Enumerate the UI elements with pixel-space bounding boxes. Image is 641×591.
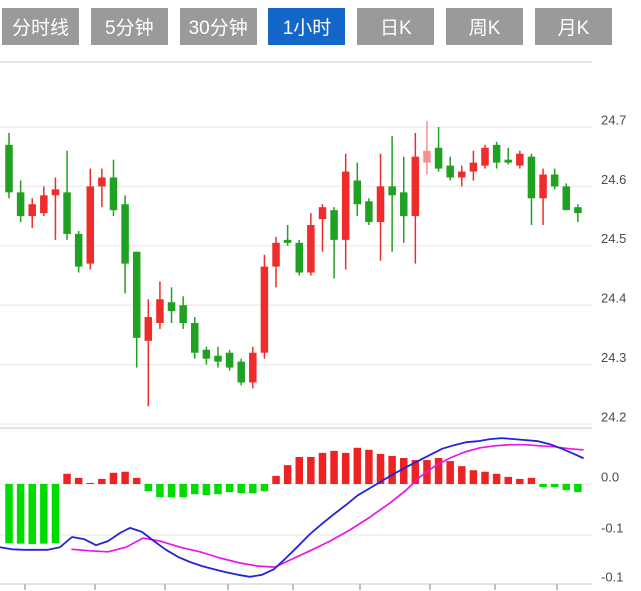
interval-tabbar: 分时线 5分钟 30分钟 1小时 日K 周K 月K	[2, 8, 612, 45]
tab-monthly[interactable]: 月K	[534, 8, 612, 45]
tab-30min[interactable]: 30分钟	[179, 8, 257, 45]
panel-separators	[0, 61, 592, 590]
axis-labels: 24.7 24.6 24.5 24.4 24.3 24.2 0.0 -0.1 -0.1	[601, 112, 626, 584]
tab-1hour[interactable]: 1小时	[268, 8, 346, 45]
axis-label: 0.0	[601, 469, 619, 484]
axis-label: 24.4	[601, 291, 626, 306]
tab-daily[interactable]: 日K	[357, 8, 435, 45]
axis-label: 24.2	[601, 409, 626, 424]
axis-label: 24.6	[601, 172, 626, 187]
macd-panel	[0, 437, 584, 578]
tab-5min[interactable]: 5分钟	[90, 8, 168, 45]
axis-label: 24.7	[601, 112, 626, 127]
axis-label: 24.5	[601, 231, 626, 246]
tab-timeline[interactable]: 分时线	[2, 8, 79, 45]
axis-label: 24.3	[601, 350, 626, 365]
tab-weekly[interactable]: 周K	[446, 8, 524, 45]
axis-label: -0.1	[601, 569, 623, 584]
axis-label: -0.1	[601, 520, 623, 535]
candlestick-series	[5, 121, 582, 407]
